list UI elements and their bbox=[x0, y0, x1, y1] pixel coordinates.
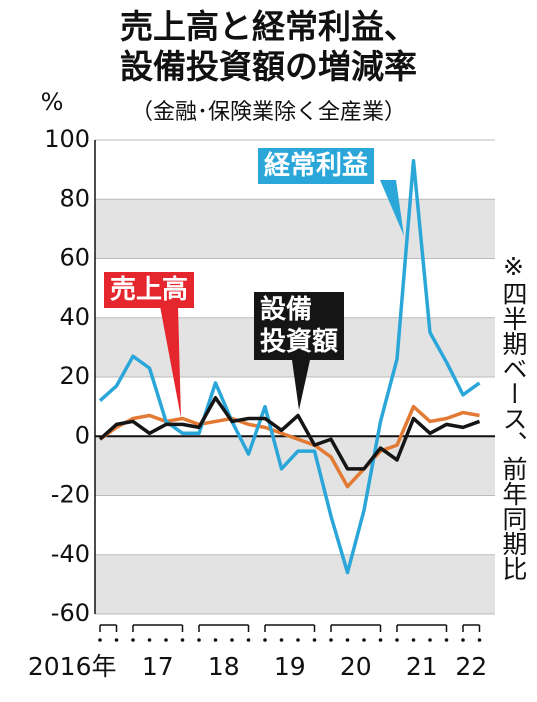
x-tick-label: 20 bbox=[340, 652, 372, 681]
x-tick-dot bbox=[362, 638, 366, 642]
series-line bbox=[98, 404, 480, 489]
legend-label: 設備 投資額 bbox=[254, 292, 345, 360]
series-line bbox=[98, 158, 481, 575]
x-tick-dot bbox=[312, 638, 317, 642]
x-tick-dot bbox=[213, 638, 218, 642]
x-tick-label: 22 bbox=[455, 652, 487, 681]
series-line bbox=[98, 395, 481, 471]
x-tick-label: 19 bbox=[274, 652, 306, 681]
x-tick-dot bbox=[345, 638, 350, 642]
x-tick-dot bbox=[444, 638, 449, 642]
x-tick-dot bbox=[329, 638, 333, 642]
x-tick-dot bbox=[180, 638, 185, 642]
annotation-pointer bbox=[380, 180, 404, 236]
x-tick-dot bbox=[98, 638, 102, 642]
y-tick-label: 0 bbox=[75, 421, 90, 449]
y-tick-label: 60 bbox=[59, 244, 90, 272]
x-tick-dot bbox=[279, 638, 284, 642]
x-tick-dot bbox=[477, 638, 482, 642]
x-tick-dot bbox=[428, 638, 432, 642]
title-line: 設備投資額の増減率 bbox=[120, 47, 417, 86]
y-tick-label: 80 bbox=[59, 184, 90, 212]
y-tick-label: 40 bbox=[59, 303, 90, 331]
subtitle: （金融･保険業除く全産業） bbox=[130, 100, 406, 125]
x-tick-dot bbox=[246, 638, 251, 642]
x-tick-dot bbox=[378, 638, 383, 642]
x-tick-label: 21 bbox=[406, 652, 438, 681]
x-tick-label: 2016年 bbox=[28, 652, 117, 681]
title-line: 売上高と経常利益、 bbox=[120, 7, 417, 46]
y-tick-label: -40 bbox=[51, 540, 90, 568]
y-unit: % bbox=[41, 88, 64, 116]
y-tick-label: 20 bbox=[59, 362, 90, 390]
x-tick-dot bbox=[263, 638, 267, 642]
x-tick-dot bbox=[164, 638, 168, 642]
x-tick-dot bbox=[230, 638, 234, 642]
grid-band bbox=[95, 554, 495, 614]
x-tick-dot bbox=[114, 638, 119, 642]
x-tick-dot bbox=[395, 638, 399, 642]
x-tick-dot bbox=[131, 638, 135, 642]
y-tick-label: 100 bbox=[44, 125, 90, 153]
x-tick-dot bbox=[197, 638, 201, 642]
x-tick-dot bbox=[461, 638, 465, 642]
note: ※四半期ベース、前年同期比 bbox=[499, 252, 528, 581]
legend-label: 経常利益 bbox=[258, 148, 375, 184]
y-tick-label: -20 bbox=[51, 481, 90, 509]
grid-band bbox=[95, 436, 495, 496]
y-tick-label: -60 bbox=[51, 599, 90, 627]
x-tick-dot bbox=[411, 638, 416, 642]
annotation-pointer bbox=[292, 360, 310, 410]
annotation-pointer bbox=[160, 306, 181, 418]
legend-label: 売上高 bbox=[104, 272, 195, 308]
x-tick-label: 18 bbox=[208, 652, 240, 681]
x-tick-label: 17 bbox=[142, 652, 174, 681]
x-tick-dot bbox=[296, 638, 300, 642]
grid-band bbox=[95, 199, 495, 259]
x-tick-dot bbox=[147, 638, 152, 642]
